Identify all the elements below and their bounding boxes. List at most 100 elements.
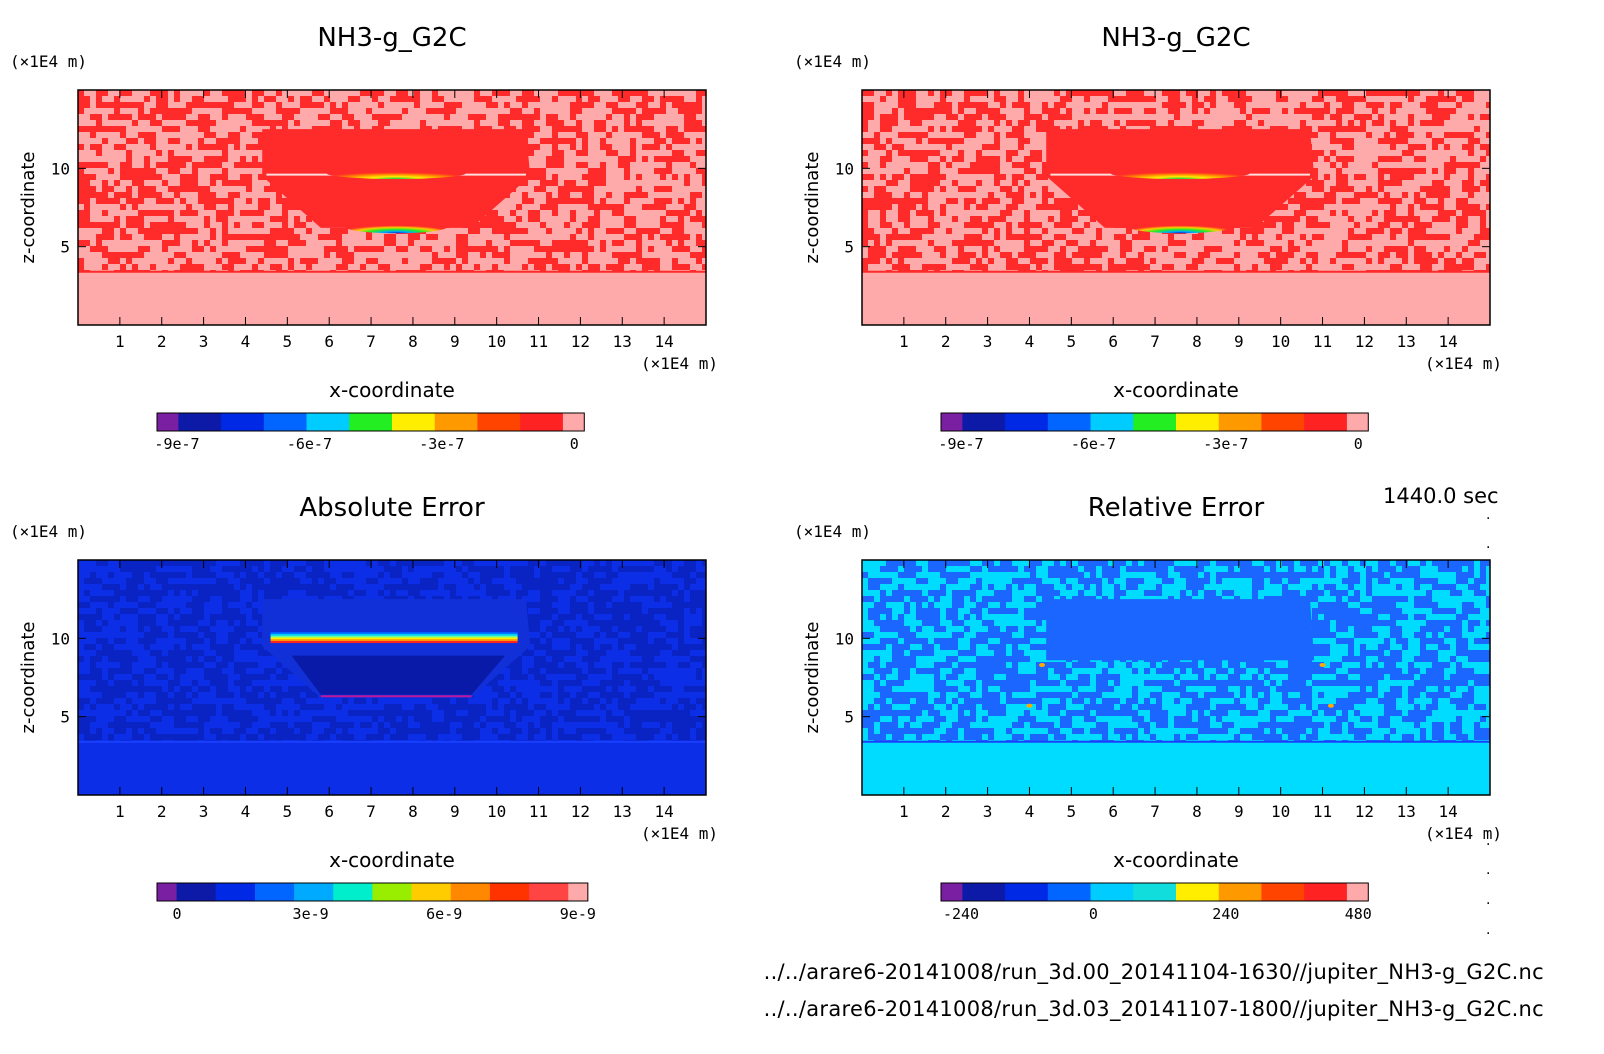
noise-cell <box>78 228 84 234</box>
noise-cell <box>402 114 408 120</box>
noise-cell <box>988 132 994 138</box>
noise-cell <box>666 246 672 252</box>
noise-cell <box>576 716 588 722</box>
noise-cell <box>558 96 564 102</box>
noise-cell <box>228 162 234 168</box>
noise-cell <box>516 704 522 710</box>
noise-cell <box>90 656 102 662</box>
noise-cell <box>940 168 946 174</box>
noise-cell <box>1378 210 1384 216</box>
noise-cell <box>144 222 150 228</box>
noise-cell <box>462 126 474 132</box>
noise-cell <box>156 144 162 150</box>
noise-cell <box>934 204 940 210</box>
noise-cell <box>138 138 144 144</box>
noise-cell <box>252 138 258 144</box>
noise-cell <box>210 210 216 216</box>
noise-cell <box>402 120 414 126</box>
noise-cell <box>868 126 880 132</box>
noise-cell <box>108 674 114 680</box>
noise-cell <box>240 150 252 156</box>
noise-cell <box>1222 108 1234 114</box>
noise-cell <box>1336 210 1342 216</box>
noise-cell <box>426 734 438 740</box>
noise-cell <box>1108 234 1114 240</box>
noise-cell <box>910 572 916 578</box>
noise-cell <box>982 602 988 608</box>
noise-cell <box>432 572 444 578</box>
noise-cell <box>630 722 636 728</box>
noise-cell <box>1438 258 1444 264</box>
noise-cell <box>1306 566 1312 572</box>
noise-cell <box>1336 602 1348 608</box>
noise-cell <box>1372 156 1378 162</box>
noise-cell <box>1300 216 1306 222</box>
noise-cell <box>1438 566 1450 572</box>
noise-cell <box>510 662 522 668</box>
noise-cell <box>1204 120 1210 126</box>
noise-cell <box>210 644 222 650</box>
noise-cell <box>702 626 706 632</box>
noise-cell <box>1354 138 1366 144</box>
noise-cell <box>90 240 96 246</box>
noise-cell <box>690 596 702 602</box>
noise-cell <box>1120 120 1126 126</box>
x-tick-label: 9 <box>450 802 460 821</box>
noise-cell <box>660 722 666 728</box>
colorbar-swatch <box>941 413 963 431</box>
noise-cell <box>612 632 618 638</box>
noise-cell <box>540 252 546 258</box>
noise-cell <box>222 656 228 662</box>
noise-cell <box>582 644 594 650</box>
noise-cell <box>1132 114 1138 120</box>
noise-cell <box>934 228 946 234</box>
noise-cell <box>600 644 606 650</box>
noise-cell <box>1486 258 1490 264</box>
noise-cell <box>498 686 504 692</box>
noise-cell <box>306 686 312 692</box>
noise-cell <box>1018 584 1024 590</box>
noise-cell <box>426 240 432 246</box>
noise-cell <box>180 138 186 144</box>
noise-cell <box>1414 584 1420 590</box>
noise-cell <box>1468 222 1480 228</box>
noise-cell <box>546 240 552 246</box>
noise-cell <box>450 590 456 596</box>
noise-cell <box>690 626 702 632</box>
noise-cell <box>1030 138 1036 144</box>
noise-cell <box>216 192 228 198</box>
colorbar-swatch <box>962 413 1006 431</box>
noise-cell <box>288 686 294 692</box>
noise-cell <box>234 204 246 210</box>
noise-cell <box>946 150 958 156</box>
noise-cell <box>612 686 618 692</box>
noise-cell <box>120 566 132 572</box>
noise-cell <box>330 252 336 258</box>
noise-cell <box>468 560 474 566</box>
noise-cell <box>642 252 654 258</box>
noise-cell <box>636 632 648 638</box>
noise-cell <box>1438 626 1444 632</box>
noise-cell <box>546 560 552 566</box>
noise-cell <box>174 150 180 156</box>
noise-cell <box>660 258 672 264</box>
noise-cell <box>892 566 898 572</box>
noise-cell <box>1420 90 1432 96</box>
noise-cell <box>408 264 420 270</box>
noise-cell <box>1402 186 1408 192</box>
noise-cell <box>600 210 612 216</box>
noise-cell <box>660 590 666 596</box>
noise-cell <box>1216 102 1222 108</box>
noise-cell <box>582 656 594 662</box>
noise-cell <box>1252 258 1264 264</box>
noise-cell <box>600 264 606 270</box>
noise-cell <box>150 150 156 156</box>
noise-cell <box>648 174 654 180</box>
noise-cell <box>270 566 276 572</box>
noise-cell <box>576 668 582 674</box>
noise-cell <box>384 102 390 108</box>
noise-cell <box>264 590 270 596</box>
noise-cell <box>964 264 970 270</box>
noise-cell <box>522 578 534 584</box>
noise-cell <box>216 228 222 234</box>
